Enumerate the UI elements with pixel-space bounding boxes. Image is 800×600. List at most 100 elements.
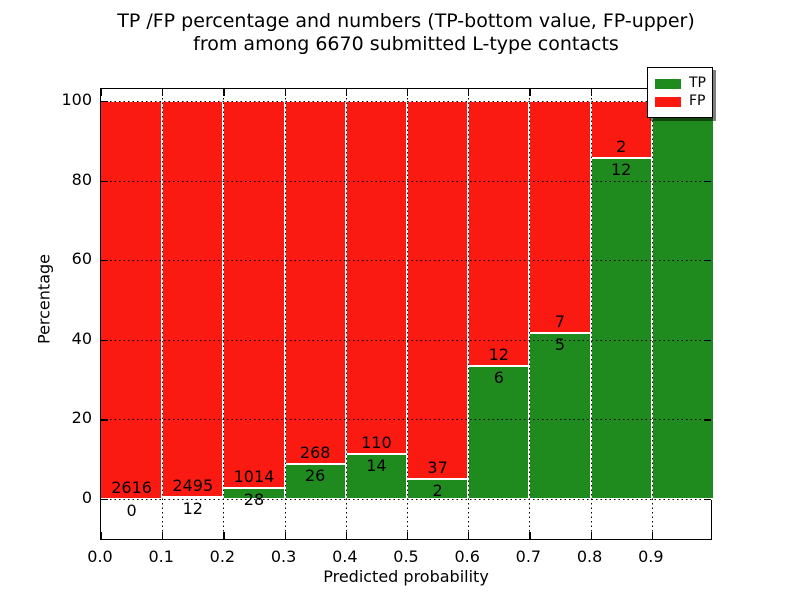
tp-count-label: 0: [126, 501, 137, 520]
legend-swatch-tp: [655, 78, 681, 89]
fp-count-label: 7: [554, 312, 566, 332]
tp-count-label: 14: [366, 456, 387, 476]
plot-area: 261602495121014282682611014372126752124: [100, 88, 713, 540]
x-tick-label: 0.7: [515, 547, 542, 566]
bar-fp-segment: [101, 101, 163, 499]
fp-count-label: 268: [299, 442, 331, 462]
bar-tp-segment: [223, 488, 285, 499]
fp-count-label: 37: [427, 457, 448, 477]
x-tick-label: 0.3: [270, 547, 297, 566]
gridline-x: [590, 89, 592, 539]
fp-count-label: 1014: [233, 467, 275, 487]
legend-label: FP: [689, 93, 706, 109]
tick-mark: [407, 532, 409, 539]
bar-tp-segment: [407, 478, 469, 499]
tick-mark: [407, 89, 409, 96]
tick-mark: [101, 180, 108, 182]
bar-fp-segment: [590, 101, 652, 158]
tick-mark: [101, 101, 108, 103]
tick-mark: [284, 532, 286, 539]
gridline-y: [101, 499, 711, 500]
legend-label: TP: [689, 75, 706, 91]
bar-edge-line: [223, 487, 285, 490]
legend-item-tp: TP: [655, 75, 706, 91]
fp-count-label: 2: [616, 136, 627, 156]
bar-fp-segment: [223, 101, 285, 489]
chart-title: TP /FP percentage and numbers (TP-bottom…: [88, 10, 724, 56]
bar-fp-segment: [345, 101, 407, 455]
bar-fp-segment: [162, 101, 224, 498]
tick-mark: [162, 89, 164, 96]
tick-mark: [704, 339, 711, 342]
tick-mark: [704, 499, 711, 501]
x-tick-label: 0.2: [209, 547, 236, 566]
x-tick-label: 0.8: [576, 547, 603, 566]
fp-count-label: 12: [488, 345, 509, 365]
x-tick-label: 0.6: [454, 547, 480, 566]
bar-edge-line: [468, 365, 530, 368]
bar-edge-line: [162, 496, 224, 499]
bar-tp-segment: [284, 463, 346, 499]
bar-edge-line: [284, 462, 346, 465]
gridline-x: [284, 89, 286, 539]
gridline-y: [101, 260, 711, 262]
gridline-y: [101, 419, 711, 421]
bar-fp-segment: [284, 101, 346, 464]
tick-mark: [529, 89, 531, 96]
x-tick-label: 0.1: [148, 547, 174, 566]
gridline-y: [101, 101, 711, 102]
bar-fp-segment: [407, 101, 469, 479]
bar-edge-line: [345, 453, 407, 456]
tick-mark: [101, 260, 108, 262]
y-tick-label: 0: [81, 488, 92, 507]
tick-mark: [223, 89, 225, 96]
chart-title-line2: from among 6670 submitted L-type contact…: [193, 33, 619, 55]
fp-count-label: 110: [361, 433, 392, 453]
gridline-y: [101, 339, 711, 341]
tick-mark: [101, 339, 108, 342]
tp-count-label: 5: [554, 335, 566, 355]
tick-mark: [101, 419, 108, 421]
gridline-x: [529, 89, 531, 539]
fp-count-label: 2495: [172, 476, 214, 496]
tick-mark: [223, 532, 225, 539]
bar-tp-segment: [590, 157, 652, 499]
gridline-x: [223, 89, 225, 539]
x-tick-label: 0.9: [638, 547, 664, 566]
tp-count-label: 6: [493, 368, 504, 388]
bar-tp-segment: [468, 366, 530, 499]
legend-swatch-fp: [655, 96, 681, 107]
bar-fp-segment: [529, 101, 591, 334]
gridline-x: [407, 89, 408, 539]
x-axis-label: Predicted probability: [323, 567, 489, 586]
x-tick-label: 0.5: [393, 547, 419, 566]
tick-mark: [101, 89, 103, 96]
tick-mark: [529, 532, 531, 539]
gridline-x: [651, 89, 653, 539]
tp-count-label: 12: [611, 159, 632, 179]
tick-mark: [101, 532, 103, 539]
tick-mark: [468, 89, 470, 96]
tick-mark: [162, 532, 164, 539]
tp-count-label: 28: [243, 490, 265, 510]
x-tick-label: 0.4: [332, 547, 358, 566]
bar-tp-segment: [529, 333, 591, 499]
tick-mark: [284, 89, 286, 96]
legend-item-fp: FP: [655, 93, 706, 109]
x-tick-label: 0.0: [87, 547, 113, 566]
y-tick-label: 40: [71, 328, 92, 348]
tick-mark: [704, 180, 711, 182]
tick-mark: [651, 532, 654, 539]
gridline-y: [101, 180, 711, 182]
tick-mark: [590, 89, 592, 96]
gridline-x: [162, 89, 164, 539]
y-tick-label: 20: [71, 408, 92, 428]
chart-title-line1: TP /FP percentage and numbers (TP-bottom…: [117, 10, 695, 32]
tick-mark: [590, 532, 592, 539]
legend: TP FP: [647, 67, 713, 118]
bar-edge-line: [590, 156, 652, 159]
y-tick-label: 60: [71, 249, 92, 269]
gridline-x: [468, 89, 470, 539]
tick-mark: [468, 532, 470, 539]
